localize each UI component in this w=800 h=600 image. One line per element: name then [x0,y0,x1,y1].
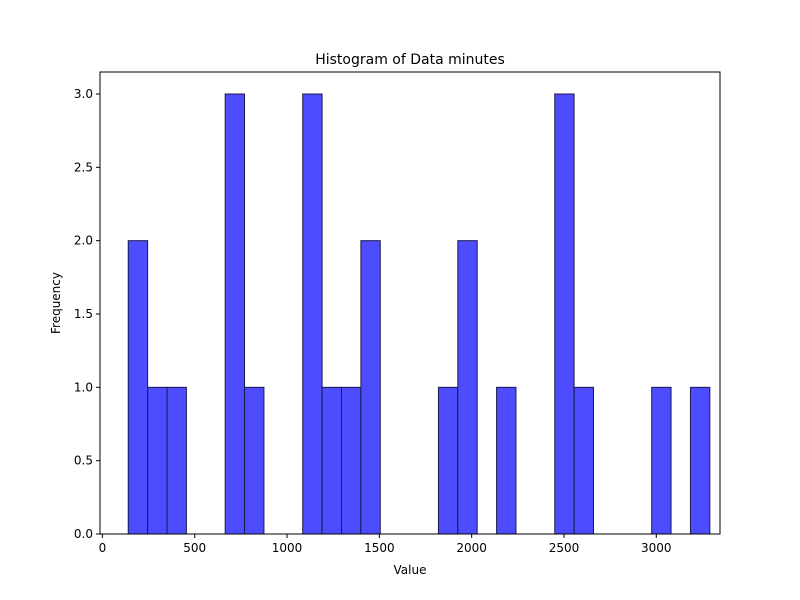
x-tick-label-4: 2000 [456,541,487,555]
x-axis: 0 500 1000 1500 2000 2500 3000 [99,534,672,555]
histogram-bar-0 [127,240,149,535]
histogram-bar-15 [689,386,711,535]
x-tick-label-2: 1000 [272,541,303,555]
x-axis-label: Value [394,563,427,577]
histogram-bar-5 [302,93,323,535]
histogram-bar-13 [573,386,595,535]
histogram-bar-7 [341,386,362,535]
x-tick-label-6: 3000 [641,541,672,555]
y-tick-label-5: 2.5 [74,160,93,174]
histogram-bar-1 [147,386,168,535]
histogram-bar-11 [496,386,517,535]
y-tick-label-6: 3.0 [74,87,93,101]
histogram-bar-10 [457,240,478,535]
chart-title: Histogram of Data minutes [315,52,505,68]
x-tick-label-5: 2500 [549,541,580,555]
x-tick-label-0: 0 [99,541,107,555]
x-tick-label-3: 1500 [364,541,395,555]
histogram-bar-14 [651,386,672,535]
histogram-bar-12 [554,93,575,535]
histogram-bar-4 [244,386,265,535]
y-tick-label-2: 1.0 [74,380,93,394]
histogram-bar-3 [224,93,246,535]
y-tick-label-1: 0.5 [74,454,93,468]
bars-group [127,93,711,535]
histogram-bar-8 [360,240,381,535]
histogram-bar-9 [437,386,459,535]
histogram-bar-6 [321,386,342,535]
y-tick-label-4: 2.0 [74,234,93,248]
y-tick-label-0: 0.0 [74,527,93,541]
x-tick-label-1: 500 [183,541,206,555]
y-axis-label: Frequency [49,272,63,334]
y-tick-label-3: 1.5 [74,307,93,321]
plot-frame [99,71,721,535]
y-axis: 0.0 0.5 1.0 1.5 2.0 2.5 3.0 [74,87,100,541]
histogram-bar-2 [166,386,187,535]
